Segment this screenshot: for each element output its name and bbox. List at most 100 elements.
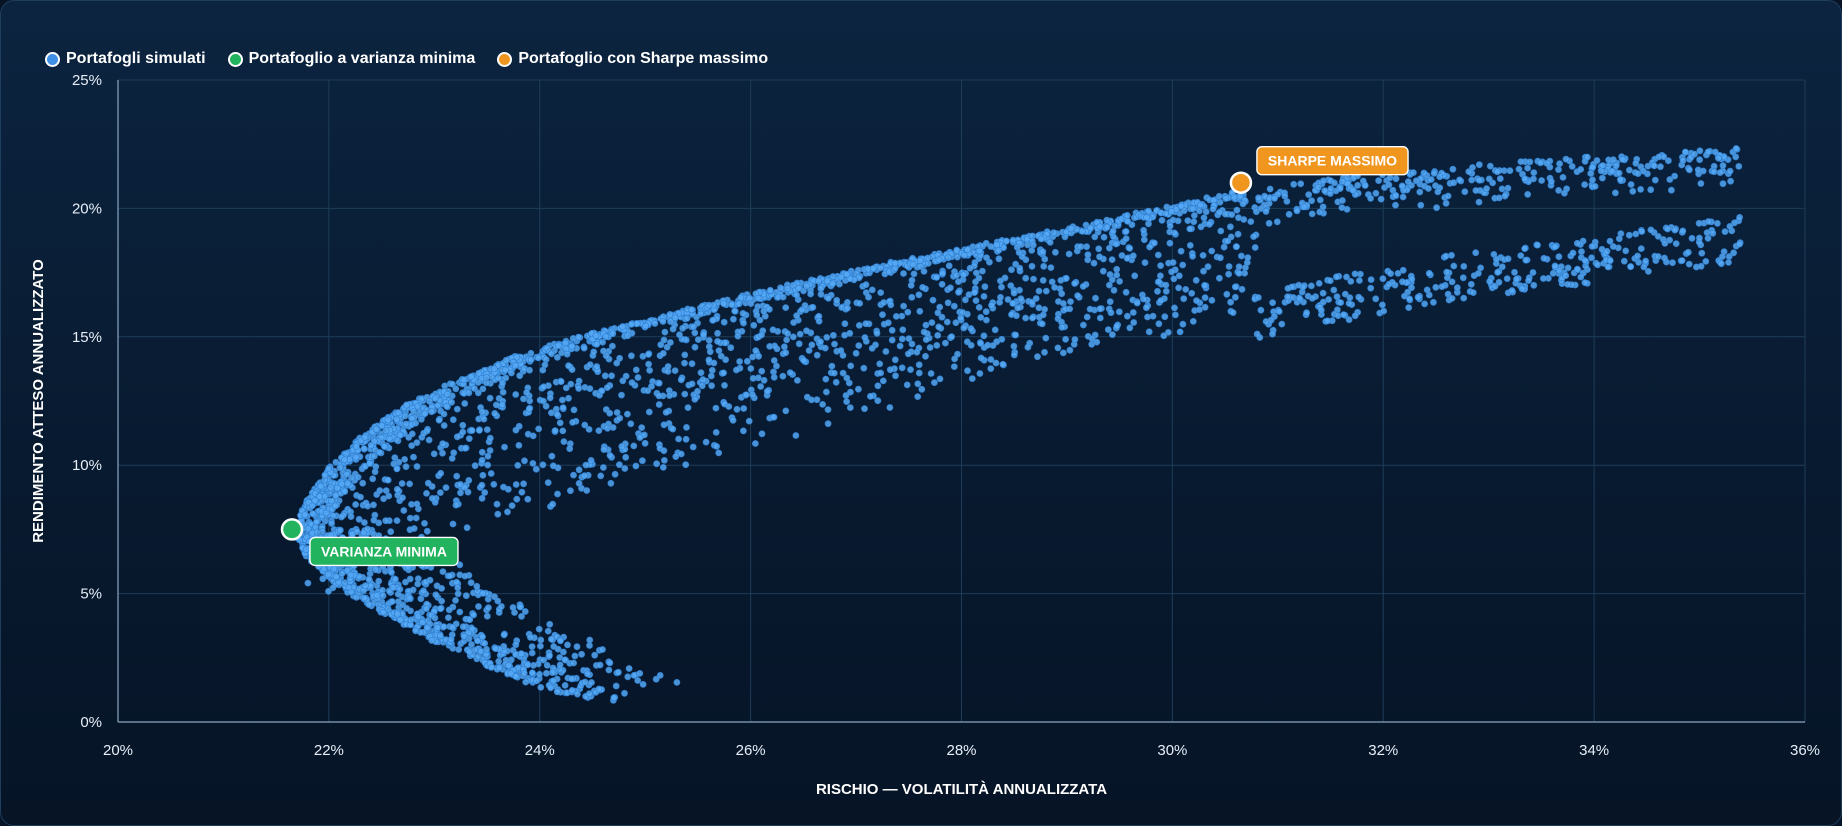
simulated-point bbox=[376, 487, 384, 494]
simulated-point bbox=[677, 450, 685, 458]
simulated-point bbox=[909, 254, 916, 262]
simulated-point bbox=[1149, 312, 1157, 320]
simulated-point bbox=[688, 360, 696, 368]
simulated-point bbox=[347, 571, 355, 579]
simulated-point bbox=[1698, 249, 1706, 257]
simulated-point bbox=[638, 424, 646, 431]
simulated-point bbox=[1461, 188, 1469, 196]
simulated-point bbox=[498, 401, 506, 409]
simulated-point bbox=[1009, 236, 1017, 244]
simulated-point bbox=[1555, 253, 1563, 261]
simulated-point bbox=[1559, 173, 1567, 181]
simulated-point bbox=[720, 318, 728, 326]
simulated-point bbox=[1581, 257, 1589, 264]
y-tick-label: 25% bbox=[72, 72, 102, 89]
min-variance-point[interactable] bbox=[280, 518, 304, 541]
simulated-point bbox=[495, 664, 503, 672]
simulated-point bbox=[951, 355, 958, 363]
simulated-point bbox=[713, 442, 720, 450]
simulated-point bbox=[575, 385, 583, 392]
simulated-point bbox=[1564, 264, 1572, 272]
simulated-point bbox=[793, 312, 800, 320]
simulated-point bbox=[1361, 182, 1369, 189]
simulated-point bbox=[440, 410, 448, 418]
simulated-point bbox=[1334, 312, 1342, 320]
simulated-point bbox=[1450, 262, 1458, 270]
simulated-point bbox=[1222, 195, 1230, 202]
simulated-point bbox=[852, 349, 860, 357]
simulated-point bbox=[1131, 272, 1139, 280]
simulated-point bbox=[1379, 275, 1387, 283]
simulated-point bbox=[460, 376, 468, 384]
legend-item-min-variance[interactable]: Portafoglio a varianza minima bbox=[227, 50, 475, 68]
simulated-point bbox=[870, 264, 877, 272]
simulated-point bbox=[437, 469, 445, 477]
simulated-point bbox=[1168, 268, 1175, 276]
simulated-point bbox=[1051, 283, 1058, 291]
simulated-point bbox=[1549, 269, 1557, 277]
simulated-point bbox=[1041, 348, 1048, 356]
simulated-point bbox=[1129, 309, 1137, 316]
simulated-point bbox=[843, 374, 851, 382]
simulated-point bbox=[548, 350, 555, 358]
simulated-point bbox=[939, 269, 946, 277]
simulated-point bbox=[431, 614, 439, 622]
simulated-point bbox=[1200, 267, 1207, 275]
simulated-point bbox=[1551, 243, 1559, 251]
simulated-point bbox=[706, 348, 714, 356]
simulated-point bbox=[1083, 243, 1090, 251]
simulated-point bbox=[371, 468, 379, 476]
simulated-point bbox=[1235, 214, 1242, 222]
simulated-point bbox=[1392, 191, 1399, 199]
simulated-point bbox=[952, 319, 960, 327]
simulated-point bbox=[855, 321, 863, 329]
simulated-point bbox=[1423, 286, 1431, 294]
simulated-point bbox=[1410, 169, 1417, 176]
simulated-point bbox=[449, 520, 457, 528]
simulated-point bbox=[1040, 262, 1048, 270]
simulated-point bbox=[313, 528, 321, 536]
simulated-point bbox=[459, 623, 467, 631]
legend-item-max-sharpe[interactable]: Portafoglio con Sharpe massimo bbox=[497, 50, 768, 68]
simulated-point bbox=[1672, 240, 1680, 247]
simulated-point bbox=[1588, 242, 1596, 250]
simulated-point bbox=[900, 302, 907, 310]
simulated-point bbox=[1062, 335, 1069, 343]
simulated-point bbox=[529, 432, 537, 440]
simulated-point bbox=[651, 320, 659, 327]
simulated-point bbox=[1039, 248, 1047, 255]
simulated-point bbox=[1186, 225, 1194, 233]
simulated-point bbox=[1453, 284, 1461, 292]
simulated-point bbox=[965, 291, 973, 298]
simulated-point bbox=[707, 372, 715, 380]
simulated-point bbox=[662, 408, 670, 416]
simulated-point bbox=[1573, 239, 1581, 247]
simulated-point bbox=[1235, 269, 1243, 277]
simulated-point bbox=[798, 306, 806, 314]
simulated-point bbox=[1449, 165, 1457, 173]
simulated-point bbox=[1456, 176, 1463, 184]
simulated-point bbox=[999, 360, 1007, 368]
simulated-point bbox=[1496, 175, 1504, 182]
simulated-point bbox=[1038, 320, 1046, 328]
simulated-point bbox=[1300, 203, 1308, 211]
simulated-point bbox=[681, 359, 688, 367]
simulated-point bbox=[393, 485, 401, 493]
legend-item-simulated[interactable]: Portafogli simulati bbox=[45, 50, 206, 68]
x-tick-labels: 20% 22% 24% 26% 28% 30% 32% 34% 36% bbox=[103, 742, 1820, 759]
simulated-point bbox=[1721, 228, 1729, 235]
simulated-point bbox=[422, 605, 430, 613]
simulated-point bbox=[1719, 253, 1726, 260]
simulated-point bbox=[478, 494, 486, 502]
simulated-point bbox=[1443, 268, 1451, 276]
max-sharpe-point[interactable] bbox=[1229, 171, 1253, 194]
x-tick-label: 28% bbox=[946, 742, 976, 759]
simulated-point bbox=[1486, 277, 1493, 285]
simulated-point bbox=[1735, 162, 1743, 170]
simulated-point bbox=[825, 294, 832, 302]
simulated-point bbox=[1732, 145, 1740, 152]
simulated-point bbox=[916, 257, 924, 264]
simulated-point bbox=[795, 284, 802, 292]
simulated-point bbox=[766, 286, 774, 294]
simulated-point bbox=[624, 332, 632, 340]
